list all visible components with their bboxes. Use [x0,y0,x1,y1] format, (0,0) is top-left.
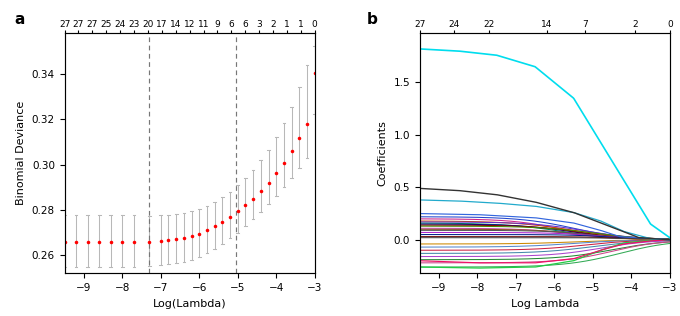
Point [286,149,297,154]
Point [309,70,320,75]
Y-axis label: Coefficients: Coefficients [378,120,388,186]
Point [248,196,258,201]
Point [171,237,182,242]
Point [279,160,290,165]
Point [117,239,128,244]
Text: b: b [367,12,378,27]
Point [94,239,105,244]
Point [163,238,174,243]
Point [271,171,282,176]
Point [233,209,243,214]
Point [186,234,197,239]
Y-axis label: Binomial Deviance: Binomial Deviance [16,101,27,205]
Point [143,239,154,244]
Point [71,239,82,244]
Point [201,228,212,233]
Point [105,239,116,244]
Point [294,135,305,140]
Point [129,239,139,244]
Point [240,203,251,208]
X-axis label: Log(Lambda): Log(Lambda) [153,299,226,309]
Point [59,239,70,244]
Point [178,235,189,240]
Point [209,224,220,229]
Point [82,239,93,244]
Point [256,189,267,194]
Point [224,214,235,219]
Point [217,219,228,224]
Point [301,122,312,127]
Point [194,231,205,236]
X-axis label: Log Lambda: Log Lambda [511,299,579,309]
Point [155,238,166,243]
Point [263,180,274,185]
Text: a: a [14,12,25,27]
